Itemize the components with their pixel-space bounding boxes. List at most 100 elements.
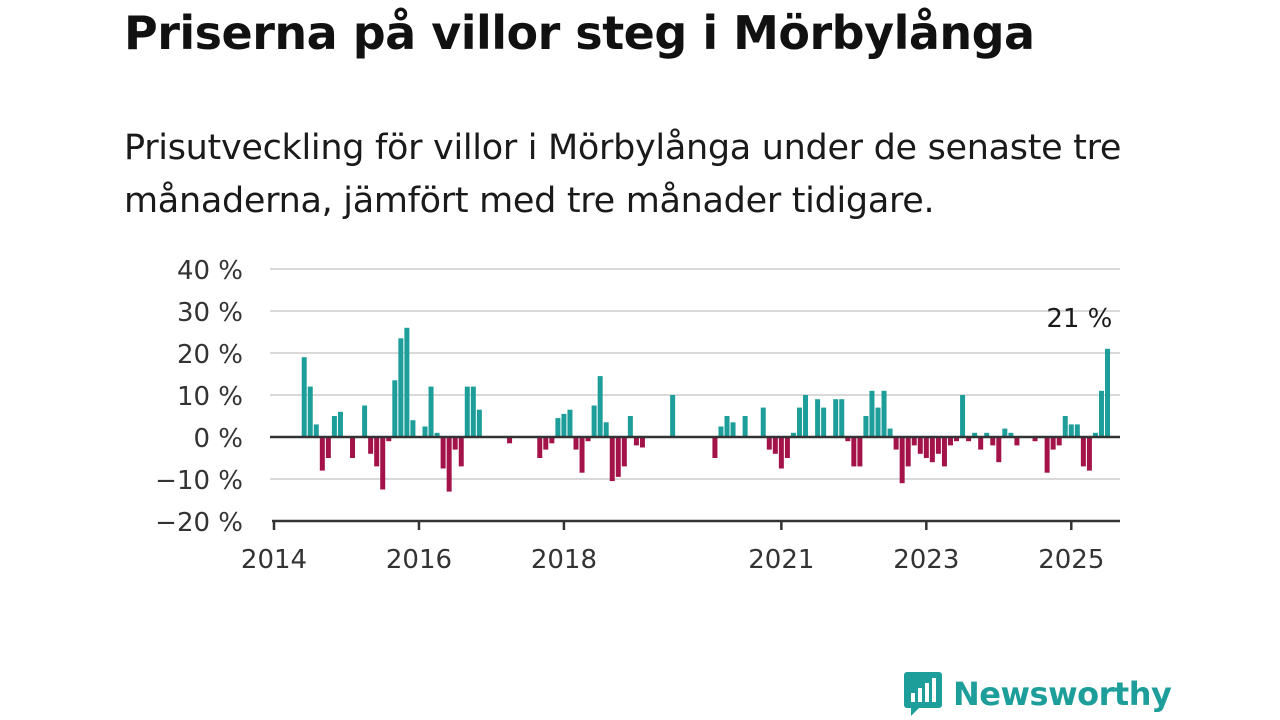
bar bbox=[362, 405, 368, 437]
y-tick-label: 40 % bbox=[177, 256, 243, 286]
bar bbox=[718, 426, 724, 437]
bar bbox=[609, 437, 615, 482]
bar bbox=[1044, 437, 1050, 473]
bar bbox=[639, 437, 645, 448]
bar bbox=[923, 437, 929, 458]
y-tick-label: 20 % bbox=[177, 340, 243, 370]
bar bbox=[899, 437, 905, 484]
bar bbox=[374, 437, 380, 467]
bar bbox=[772, 437, 778, 454]
bar bbox=[440, 437, 446, 469]
bar bbox=[863, 416, 869, 437]
bar bbox=[1062, 416, 1068, 437]
bar bbox=[555, 418, 561, 437]
bar bbox=[796, 407, 802, 437]
bar bbox=[730, 422, 736, 437]
bar bbox=[585, 437, 591, 442]
page-title: Priserna på villor steg i Mörbylånga bbox=[124, 6, 1035, 60]
bar bbox=[929, 437, 935, 463]
bar bbox=[567, 409, 573, 437]
bar bbox=[307, 386, 313, 437]
bar bbox=[537, 437, 543, 458]
bar bbox=[452, 437, 458, 450]
bar bbox=[380, 437, 386, 490]
bar bbox=[1068, 424, 1074, 437]
bar bbox=[1008, 432, 1014, 437]
brand-name: Newsworthy bbox=[953, 675, 1172, 713]
bar bbox=[331, 416, 337, 437]
bar bbox=[935, 437, 941, 454]
bar bbox=[386, 437, 392, 442]
bar bbox=[815, 399, 821, 437]
brand-logo: Newsworthy bbox=[903, 670, 1172, 718]
bar bbox=[984, 432, 990, 437]
bar bbox=[917, 437, 923, 454]
bar bbox=[1050, 437, 1056, 450]
bar bbox=[760, 407, 766, 437]
bar bbox=[778, 437, 784, 469]
bar bbox=[1014, 437, 1020, 446]
bar bbox=[966, 437, 972, 442]
bar bbox=[573, 437, 579, 450]
bar bbox=[839, 399, 845, 437]
bar bbox=[549, 437, 555, 444]
bar bbox=[978, 437, 984, 450]
bar bbox=[313, 424, 319, 437]
bar bbox=[1105, 348, 1111, 437]
bar bbox=[392, 380, 398, 437]
bar bbox=[446, 437, 452, 492]
bar bbox=[410, 420, 416, 437]
axis-layer bbox=[270, 435, 1120, 530]
bar bbox=[579, 437, 585, 473]
bar bbox=[561, 413, 567, 437]
bar bbox=[833, 399, 839, 437]
y-tick-label: −10 % bbox=[155, 466, 243, 496]
bar bbox=[597, 376, 603, 437]
bar bbox=[591, 405, 597, 437]
grid-layer bbox=[270, 268, 1120, 480]
bar bbox=[337, 411, 343, 437]
bar bbox=[615, 437, 621, 477]
bar bbox=[543, 437, 549, 450]
bar bbox=[857, 437, 863, 467]
bar bbox=[790, 432, 796, 437]
bar bbox=[851, 437, 857, 467]
bar bbox=[464, 386, 470, 437]
bar bbox=[845, 437, 851, 442]
bar bbox=[404, 327, 410, 437]
page-subtitle: Prisutveckling för villor i Mörbylånga u… bbox=[124, 128, 1122, 221]
bar bbox=[905, 437, 911, 467]
bar bbox=[301, 357, 307, 437]
bar bbox=[887, 428, 893, 437]
bar bbox=[476, 409, 482, 437]
bar bbox=[1074, 424, 1080, 437]
x-tick-label: 2018 bbox=[531, 545, 597, 575]
bar bbox=[954, 437, 960, 442]
bar bbox=[633, 437, 639, 446]
bar bbox=[803, 395, 809, 437]
bar bbox=[621, 437, 627, 467]
bar bbox=[1086, 437, 1092, 471]
bar bbox=[1056, 437, 1062, 446]
bar bbox=[911, 437, 917, 446]
bar bbox=[470, 386, 476, 437]
bar bbox=[428, 386, 434, 437]
x-tick-label: 2016 bbox=[386, 545, 452, 575]
bar bbox=[893, 437, 899, 450]
bar bbox=[1002, 428, 1008, 437]
bar bbox=[990, 437, 996, 446]
bar bbox=[1080, 437, 1086, 467]
bar bbox=[821, 407, 827, 437]
bar bbox=[869, 390, 875, 437]
y-tick-label: 0 % bbox=[193, 424, 243, 454]
bar bbox=[941, 437, 947, 467]
bar bbox=[875, 407, 881, 437]
bar bbox=[398, 338, 404, 437]
y-tick-label: 10 % bbox=[177, 382, 243, 412]
bar bbox=[742, 416, 748, 437]
bar bbox=[960, 395, 966, 437]
x-tick-label: 2021 bbox=[748, 545, 814, 575]
bar bbox=[368, 437, 374, 454]
bar bbox=[350, 437, 356, 458]
